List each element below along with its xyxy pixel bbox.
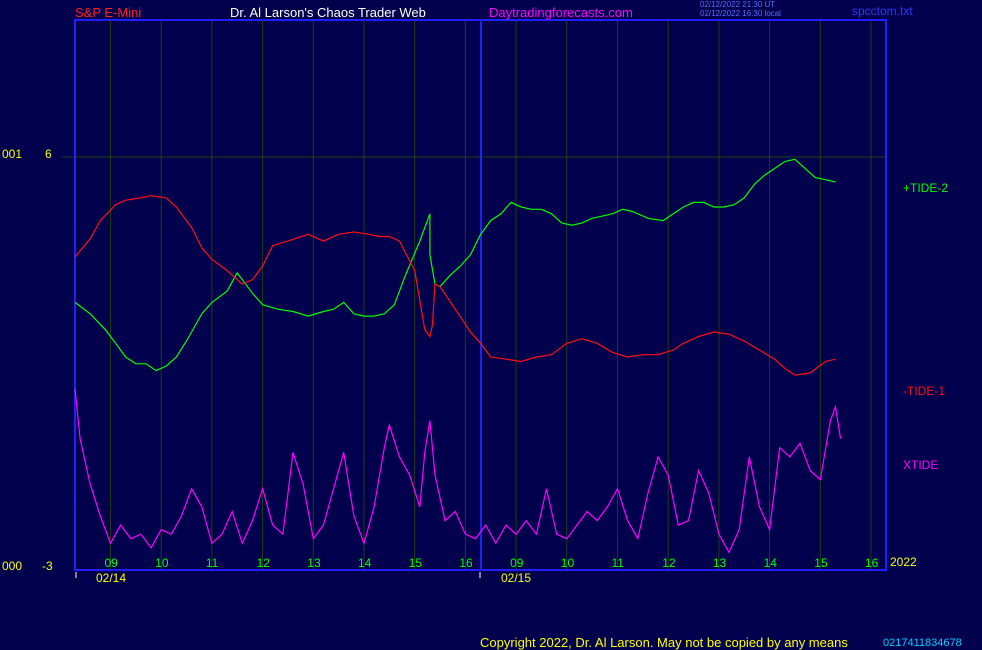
hour-tick-label: 13	[712, 556, 727, 570]
hour-tick-label: 15	[814, 556, 828, 570]
date-label-2: 02/15	[501, 571, 532, 585]
y-top-tick-label: 6	[45, 147, 52, 161]
hour-tick-label: 12	[256, 556, 270, 570]
hour-tick-label: 09	[104, 556, 118, 570]
site-title: Daytradingforecasts.com	[489, 5, 633, 20]
year-label: 2022	[890, 555, 917, 569]
instrument-title: S&P E-Mini	[75, 5, 142, 20]
hour-tick-label: 15	[408, 556, 423, 570]
timestamp-local: 02/12/2022 16:30 local	[700, 9, 781, 18]
hour-tick-label: 11	[205, 556, 219, 570]
xtide-line	[74, 388, 842, 554]
file-name: spcctom.txt	[852, 4, 913, 18]
axis-ticks	[75, 572, 481, 578]
hour-tick-label: 10	[560, 556, 575, 570]
footer-code: 0217411834678	[883, 637, 962, 649]
hour-tick-label: 12	[662, 556, 676, 570]
author-title: Dr. Al Larson's Chaos Trader Web	[230, 5, 426, 20]
y-left-bottom-code: 000	[2, 559, 23, 573]
minus-tide-line	[74, 194, 836, 376]
series-lines	[74, 158, 842, 554]
minus-tide-label: -TIDE-1	[903, 384, 945, 398]
hour-tick-label: 14	[763, 556, 777, 570]
hour-tick-label: 10	[155, 556, 169, 570]
hour-tick-label: 09	[510, 556, 524, 570]
timestamp-ut: 02/12/2022 21:30 UT	[700, 0, 776, 9]
copyright-footer: Copyright 2022, Dr. Al Larson. May not b…	[480, 635, 848, 650]
date-label-1: 02/14	[96, 571, 127, 585]
hour-tick-label: 16	[864, 556, 879, 570]
y-bottom-tick-label: -3	[42, 559, 53, 573]
grid-lines	[62, 20, 886, 570]
xtide-label: XTIDE	[903, 458, 939, 472]
y-left-top-code: 001	[2, 147, 23, 161]
plus-tide-line	[74, 158, 836, 372]
hour-tick-label: 16	[459, 556, 473, 570]
hour-tick-label: 11	[611, 556, 624, 570]
hour-tick-label: 13	[307, 556, 321, 570]
plus-tide-label: +TIDE-2	[903, 181, 949, 195]
hour-tick-label: 14	[357, 556, 372, 570]
